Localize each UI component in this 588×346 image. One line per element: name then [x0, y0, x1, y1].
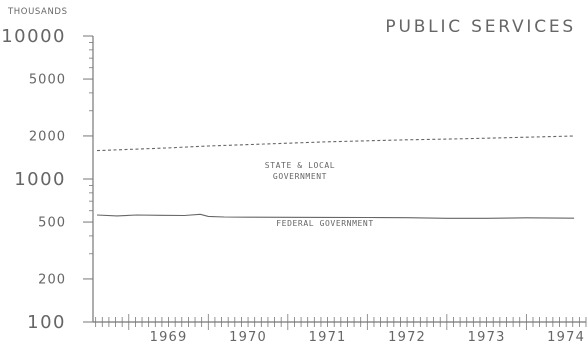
y-tick-label: 100 — [27, 312, 66, 333]
x-tick-label: 1973 — [468, 330, 506, 345]
x-axis-ticks: 1969 1970 1971 1972 1973 1974 — [95, 314, 587, 345]
y-tick-label: 2000 — [29, 129, 66, 144]
x-tick-label: 1974 — [547, 330, 585, 345]
y-tick-label: 500 — [38, 216, 66, 231]
y-tick-label: 10000 — [1, 26, 66, 47]
series-lines — [96, 135, 575, 219]
y-tick-label: 1000 — [14, 169, 66, 190]
state-local-annotation: STATE & LOCAL — [265, 161, 335, 170]
series-annotations: STATE & LOCAL GOVERNMENT FEDERAL GOVERNMEN… — [265, 161, 374, 228]
y-axis-minor-ticks — [89, 42, 93, 255]
x-tick-label: 1970 — [229, 330, 267, 345]
federal-annotation: FEDERAL GOVERNMENT — [276, 219, 374, 228]
x-tick-label: 1972 — [388, 330, 426, 345]
y-tick-label: 5000 — [29, 73, 66, 88]
state-local-line — [96, 135, 575, 152]
state-local-annotation: GOVERNMENT — [273, 172, 327, 181]
y-tick-label: 200 — [38, 272, 66, 287]
x-tick-label: 1971 — [309, 330, 347, 345]
x-tick-label: 1969 — [150, 330, 188, 345]
chart-title: PUBLIC SERVICES — [385, 17, 576, 37]
units-label: THOUSANDS — [7, 7, 68, 17]
federal-line — [96, 213, 575, 219]
y-axis-ticks: 100 200 500 1000 2000 5000 10000 — [1, 26, 93, 333]
